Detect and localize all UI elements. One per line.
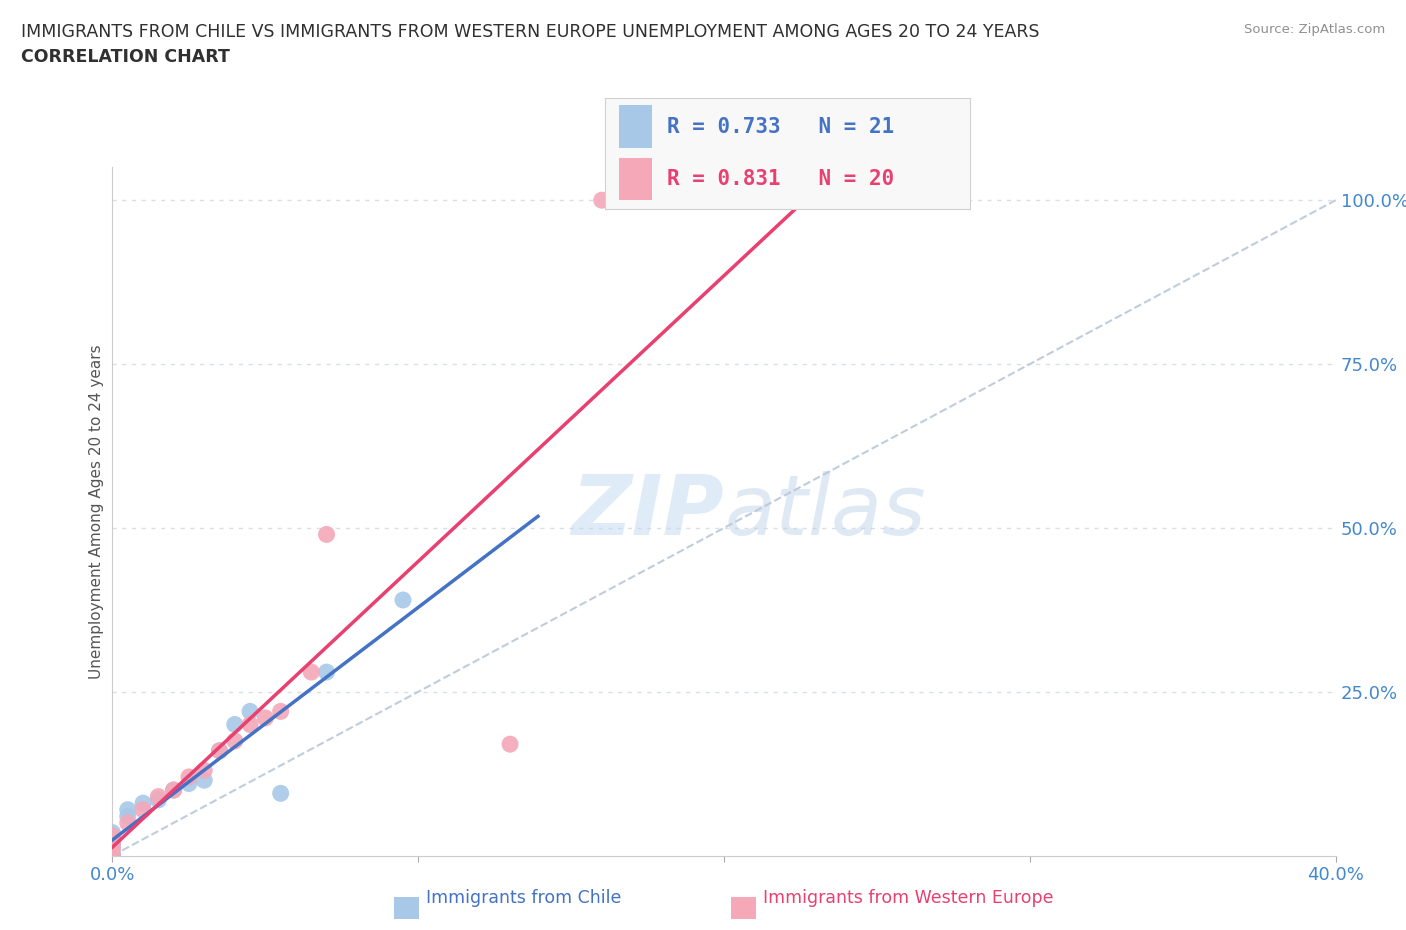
Point (101, 825, 124, 840)
Point (239, 717, 262, 732)
Point (270, 704, 292, 719)
Point (208, 743, 231, 758)
Point (101, 838, 124, 853)
Point (208, 743, 231, 758)
Point (163, 783, 186, 798)
Point (224, 717, 246, 732)
Point (101, 835, 124, 850)
Point (101, 835, 124, 850)
Point (132, 803, 155, 817)
Text: R = 0.831   N = 20: R = 0.831 N = 20 (666, 169, 894, 189)
Point (239, 704, 262, 719)
Point (177, 769, 200, 784)
Text: IMMIGRANTS FROM CHILE VS IMMIGRANTS FROM WESTERN EUROPE UNEMPLOYMENT AMONG AGES : IMMIGRANTS FROM CHILE VS IMMIGRANTS FROM… (21, 23, 1039, 41)
Bar (619, 105, 652, 148)
Point (101, 842, 124, 857)
Point (392, 592, 415, 607)
Y-axis label: Unemployment Among Ages 20 to 24 years: Unemployment Among Ages 20 to 24 years (89, 344, 104, 679)
Point (148, 790, 170, 804)
Point (270, 786, 292, 801)
Text: R = 0.733   N = 21: R = 0.733 N = 21 (666, 116, 894, 137)
Point (117, 809, 139, 824)
Bar (619, 158, 652, 200)
Point (591, 193, 613, 207)
Point (254, 711, 277, 725)
Point (193, 773, 215, 788)
Point (148, 792, 170, 807)
Point (177, 776, 200, 790)
Point (193, 763, 215, 777)
Point (117, 816, 139, 830)
Text: Source: ZipAtlas.com: Source: ZipAtlas.com (1244, 23, 1385, 36)
Point (101, 829, 124, 844)
Point (315, 665, 337, 680)
Text: ZIP: ZIP (571, 471, 724, 552)
Text: Immigrants from Western Europe: Immigrants from Western Europe (763, 889, 1054, 907)
Point (101, 848, 124, 863)
Point (499, 737, 522, 751)
Point (101, 842, 124, 857)
Text: atlas: atlas (724, 471, 925, 552)
Point (101, 831, 124, 846)
Point (101, 848, 124, 863)
Text: Immigrants from Chile: Immigrants from Chile (426, 889, 621, 907)
Point (101, 831, 124, 846)
Point (117, 803, 139, 817)
Point (101, 829, 124, 844)
Point (299, 665, 322, 680)
Point (132, 796, 155, 811)
Text: CORRELATION CHART: CORRELATION CHART (21, 48, 231, 66)
Point (315, 527, 337, 542)
Point (224, 734, 246, 749)
Point (101, 848, 124, 863)
Point (163, 783, 186, 798)
